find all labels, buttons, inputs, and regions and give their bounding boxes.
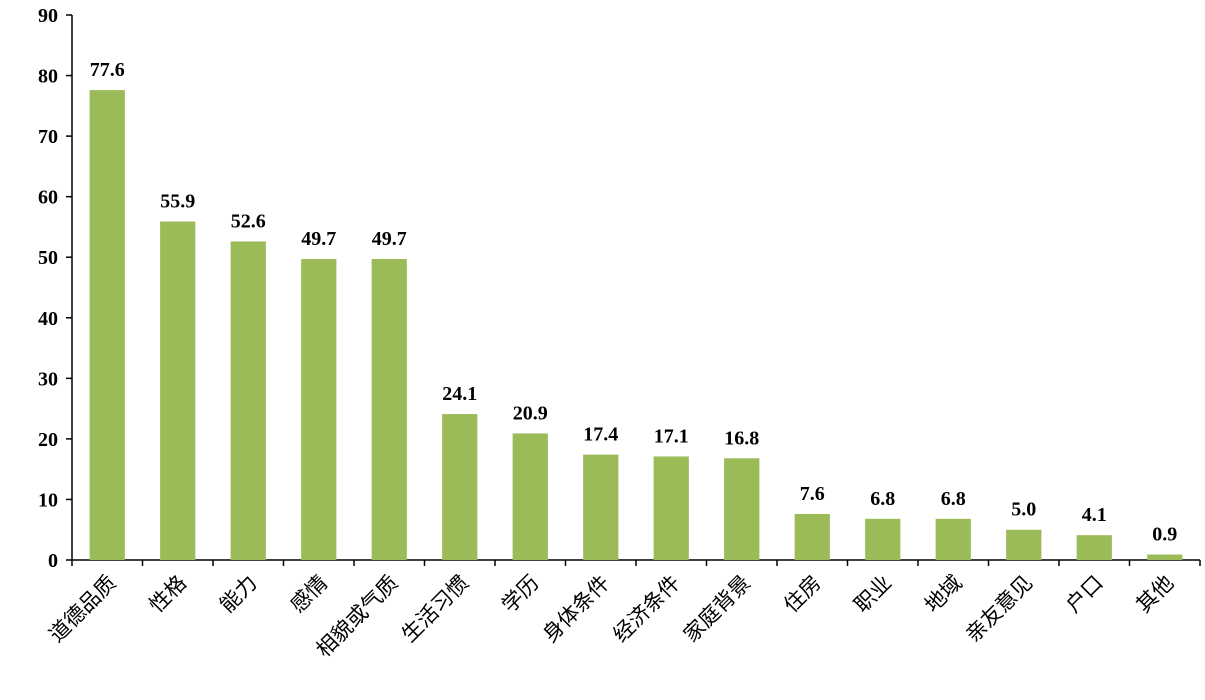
category-label: 性格 xyxy=(145,571,192,618)
y-tick-label: 0 xyxy=(48,550,58,572)
y-tick-label: 60 xyxy=(38,187,58,209)
data-labels: 77.6 55.9 52.6 49.7 49.7 24.1 20.9 17.4 17.1 16.8… xyxy=(90,59,1178,545)
data-label: 24.1 xyxy=(442,383,477,405)
bar xyxy=(1147,554,1183,560)
data-label: 49.7 xyxy=(372,228,407,250)
data-label: 77.6 xyxy=(90,59,125,81)
bar xyxy=(1006,529,1042,560)
data-label: 6.8 xyxy=(941,488,966,510)
category-label: 感情 xyxy=(286,571,333,618)
data-label: 0.9 xyxy=(1152,524,1177,546)
data-label: 4.1 xyxy=(1082,504,1107,526)
y-tick-label: 80 xyxy=(38,66,58,88)
y-tick-label: 70 xyxy=(38,126,58,148)
y-tick-label: 30 xyxy=(38,368,58,390)
category-label: 地域 xyxy=(920,571,967,618)
category-label: 能力 xyxy=(215,571,262,618)
data-label: 17.1 xyxy=(654,425,689,447)
category-label: 亲友意见 xyxy=(961,571,1037,647)
category-label: 职业 xyxy=(850,571,897,618)
bar xyxy=(935,518,971,560)
bar xyxy=(301,259,337,560)
y-tick-label: 20 xyxy=(38,429,58,451)
data-label: 20.9 xyxy=(513,402,548,424)
x-axis xyxy=(71,559,1201,566)
data-label: 7.6 xyxy=(800,483,825,505)
y-tick-label: 10 xyxy=(38,489,58,511)
data-label: 49.7 xyxy=(301,228,336,250)
bar xyxy=(794,513,830,560)
bar xyxy=(724,458,760,560)
category-label: 其他 xyxy=(1132,571,1179,618)
category-label: 住房 xyxy=(779,571,826,618)
bar xyxy=(1076,535,1112,560)
data-label: 17.4 xyxy=(583,424,618,446)
category-label: 经济条件 xyxy=(608,571,684,647)
category-label: 道德品质 xyxy=(44,571,120,647)
data-label: 55.9 xyxy=(160,190,195,212)
bar xyxy=(230,241,266,560)
bar xyxy=(583,454,619,560)
category-label: 身体条件 xyxy=(538,571,614,647)
data-label: 16.8 xyxy=(724,427,759,449)
bar xyxy=(512,433,548,560)
category-label: 学历 xyxy=(497,571,544,618)
bar xyxy=(442,414,478,560)
bar xyxy=(653,456,689,560)
data-label: 5.0 xyxy=(1011,499,1036,521)
bars xyxy=(89,90,1183,560)
data-label: 6.8 xyxy=(870,488,895,510)
bar xyxy=(371,259,407,560)
data-label: 52.6 xyxy=(231,210,266,232)
bar xyxy=(160,221,196,560)
category-label: 家庭背景 xyxy=(679,571,755,647)
category-label: 户口 xyxy=(1061,571,1108,618)
y-tick-label: 90 xyxy=(38,5,58,27)
y-tick-label: 40 xyxy=(38,308,58,330)
y-tick-label: 50 xyxy=(38,247,58,269)
y-axis: 0 10 20 30 40 50 60 70 80 90 xyxy=(38,5,73,572)
bar xyxy=(865,518,901,560)
category-label: 生活习惯 xyxy=(397,571,473,647)
bar xyxy=(89,90,125,560)
